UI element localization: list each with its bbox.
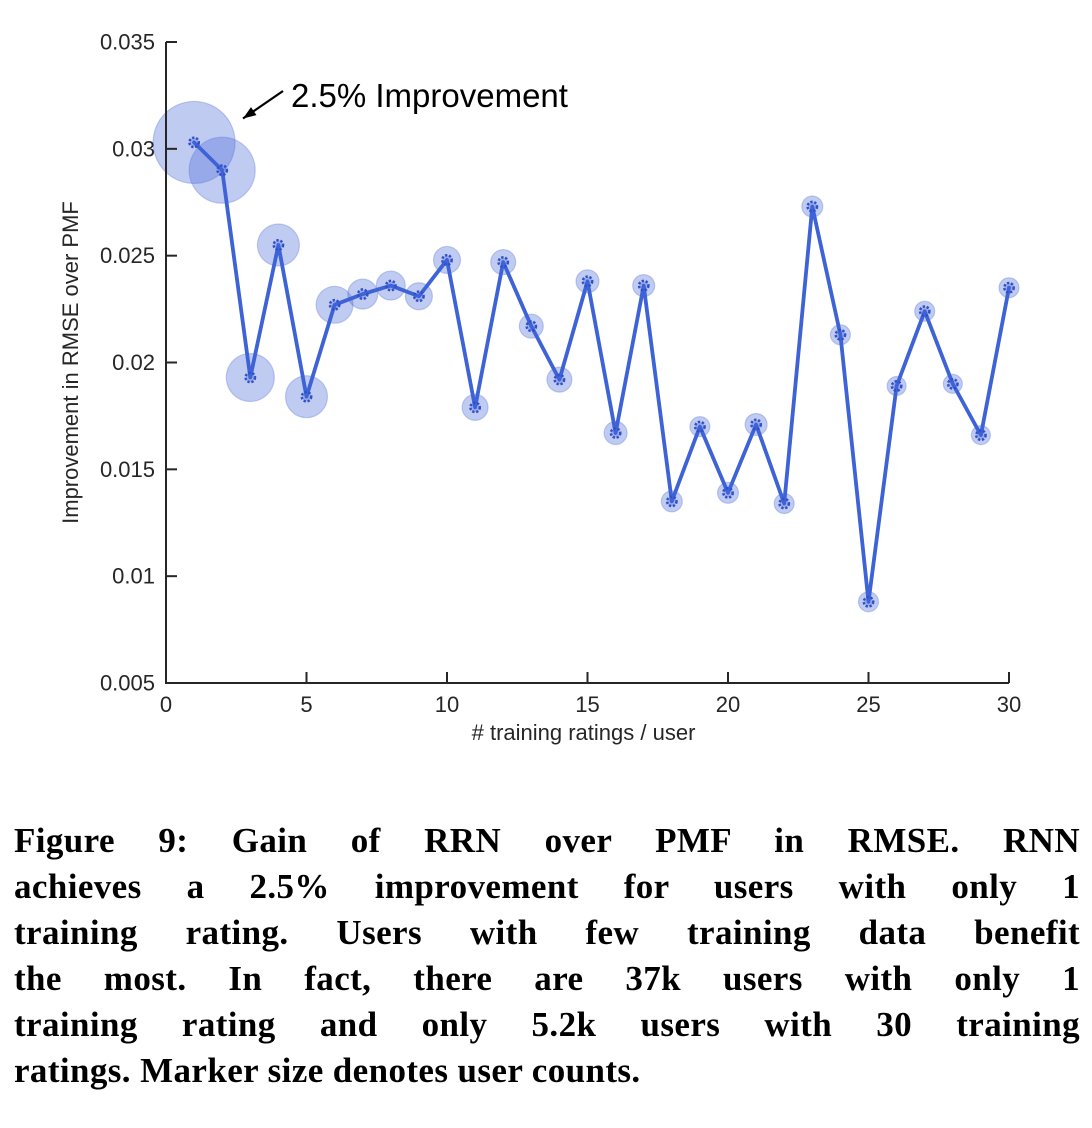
data-point-marker	[890, 380, 903, 392]
data-point-marker	[469, 401, 482, 414]
data-point-marker	[497, 256, 510, 269]
caption-line-2: achieves a 2.5% improvement for users wi…	[14, 867, 1080, 906]
data-point-marker	[188, 136, 201, 149]
data-point-marker	[384, 279, 397, 292]
data-point-marker	[244, 371, 257, 384]
data-point-marker	[581, 275, 594, 288]
y-axis-title: Improvement in RMSE over PMF	[58, 201, 83, 524]
data-point-marker	[862, 595, 875, 608]
data-point-marker	[946, 377, 959, 390]
caption-line-3: training rating. Users with few training…	[14, 913, 1080, 952]
y-tick-label: 0.01	[112, 564, 155, 589]
data-point-marker	[806, 200, 819, 213]
data-point-marker	[300, 390, 313, 403]
caption-line-5: training rating and only 5.2k users with…	[14, 1005, 1080, 1044]
x-tick-label: 15	[575, 692, 599, 717]
y-tick-label: 0.035	[100, 29, 155, 54]
figure-caption: Figure 9: Gain of RRN over PMF in RMSE. …	[14, 818, 1080, 1094]
x-axis-title: # training ratings / user	[472, 720, 696, 745]
data-point-marker	[272, 239, 285, 251]
data-point-marker	[693, 420, 706, 433]
x-tick-label: 10	[435, 692, 459, 717]
rrn-vs-pmf-line-chart: 2.5% Improvement 0.005 0.01 0.015 0.02 0.025 0…	[58, 29, 1021, 745]
data-point-marker	[553, 373, 566, 386]
data-point-marker	[974, 429, 987, 442]
data-point-marker	[609, 427, 622, 439]
annotation-label: 2.5% Improvement	[291, 77, 568, 114]
x-tick-label: 25	[856, 692, 880, 717]
y-tick-label: 0.02	[112, 350, 155, 375]
chart-area: 2.5% Improvement 0.005 0.01 0.015 0.02 0.025 0…	[58, 29, 1021, 745]
annotation-arrowhead	[243, 107, 257, 119]
data-point-marker	[722, 486, 734, 499]
x-tick-label: 5	[300, 692, 312, 717]
data-point-marker	[1003, 281, 1015, 294]
x-tick-label: 20	[716, 692, 740, 717]
caption-line-1: Figure 9: Gain of RRN over PMF in RMSE. …	[14, 821, 1080, 860]
axis-spines	[165, 42, 1009, 684]
caption-line-6: ratings. Marker size denotes user counts…	[14, 1051, 641, 1090]
data-point-marker	[637, 279, 650, 292]
data-point-marker	[525, 320, 538, 333]
caption-line-4: the most. In fact, there are 37k users w…	[14, 959, 1080, 998]
y-tick-label: 0.025	[100, 243, 155, 268]
y-tick-label: 0.015	[100, 457, 155, 482]
y-tick-label: 0.03	[112, 136, 155, 161]
x-tick-label: 30	[997, 692, 1021, 717]
data-point-marker	[778, 497, 791, 510]
data-point-marker	[412, 290, 425, 303]
x-tick-label: 0	[160, 692, 172, 717]
data-point-marker	[216, 164, 229, 177]
y-tick-label: 0.005	[100, 670, 155, 695]
data-point-marker	[441, 253, 453, 266]
data-point-marker	[834, 328, 847, 341]
series-line	[192, 140, 1011, 604]
data-point-marker	[918, 305, 931, 318]
data-point-marker	[750, 418, 763, 431]
data-point-marker	[356, 288, 369, 301]
data-point-marker	[665, 495, 678, 508]
data-point-marker	[328, 298, 341, 311]
